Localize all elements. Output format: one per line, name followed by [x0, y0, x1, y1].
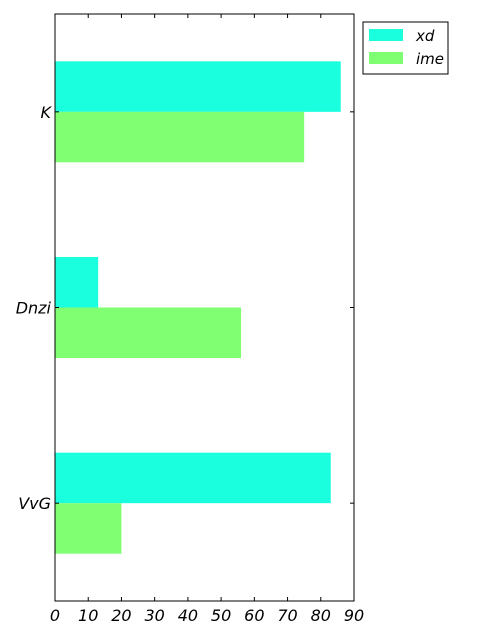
x-tick-label: 40	[178, 606, 198, 625]
bar-xd-K	[55, 61, 341, 111]
x-tick-label: 90	[344, 606, 364, 625]
x-tick-label: 30	[144, 606, 164, 625]
bar-ime-VvG	[55, 503, 121, 553]
legend-swatch-ime	[369, 52, 403, 64]
bar-ime-Dnzi	[55, 308, 241, 359]
bars-layer	[55, 61, 341, 553]
legend-label-xd: xd	[415, 27, 435, 45]
y-tick-label: Dnzi	[16, 299, 52, 318]
x-tick-label: 50	[211, 606, 231, 625]
bar-xd-Dnzi	[55, 257, 98, 308]
x-tick-label: 70	[277, 606, 297, 625]
x-tick-label: 0	[50, 606, 60, 625]
x-tick-label: 20	[111, 606, 131, 625]
x-tick-label: 80	[311, 606, 331, 625]
y-tick-label: K	[41, 103, 53, 122]
bar-xd-VvG	[55, 453, 331, 504]
legend-label-ime: ime	[416, 50, 444, 68]
x-tick-label: 10	[78, 606, 98, 625]
bar-ime-K	[55, 112, 304, 163]
x-tick-label: 60	[244, 606, 264, 625]
legend-swatch-xd	[369, 29, 403, 41]
y-tick-label: VvG	[18, 494, 51, 513]
legend: xd ime	[363, 22, 448, 74]
